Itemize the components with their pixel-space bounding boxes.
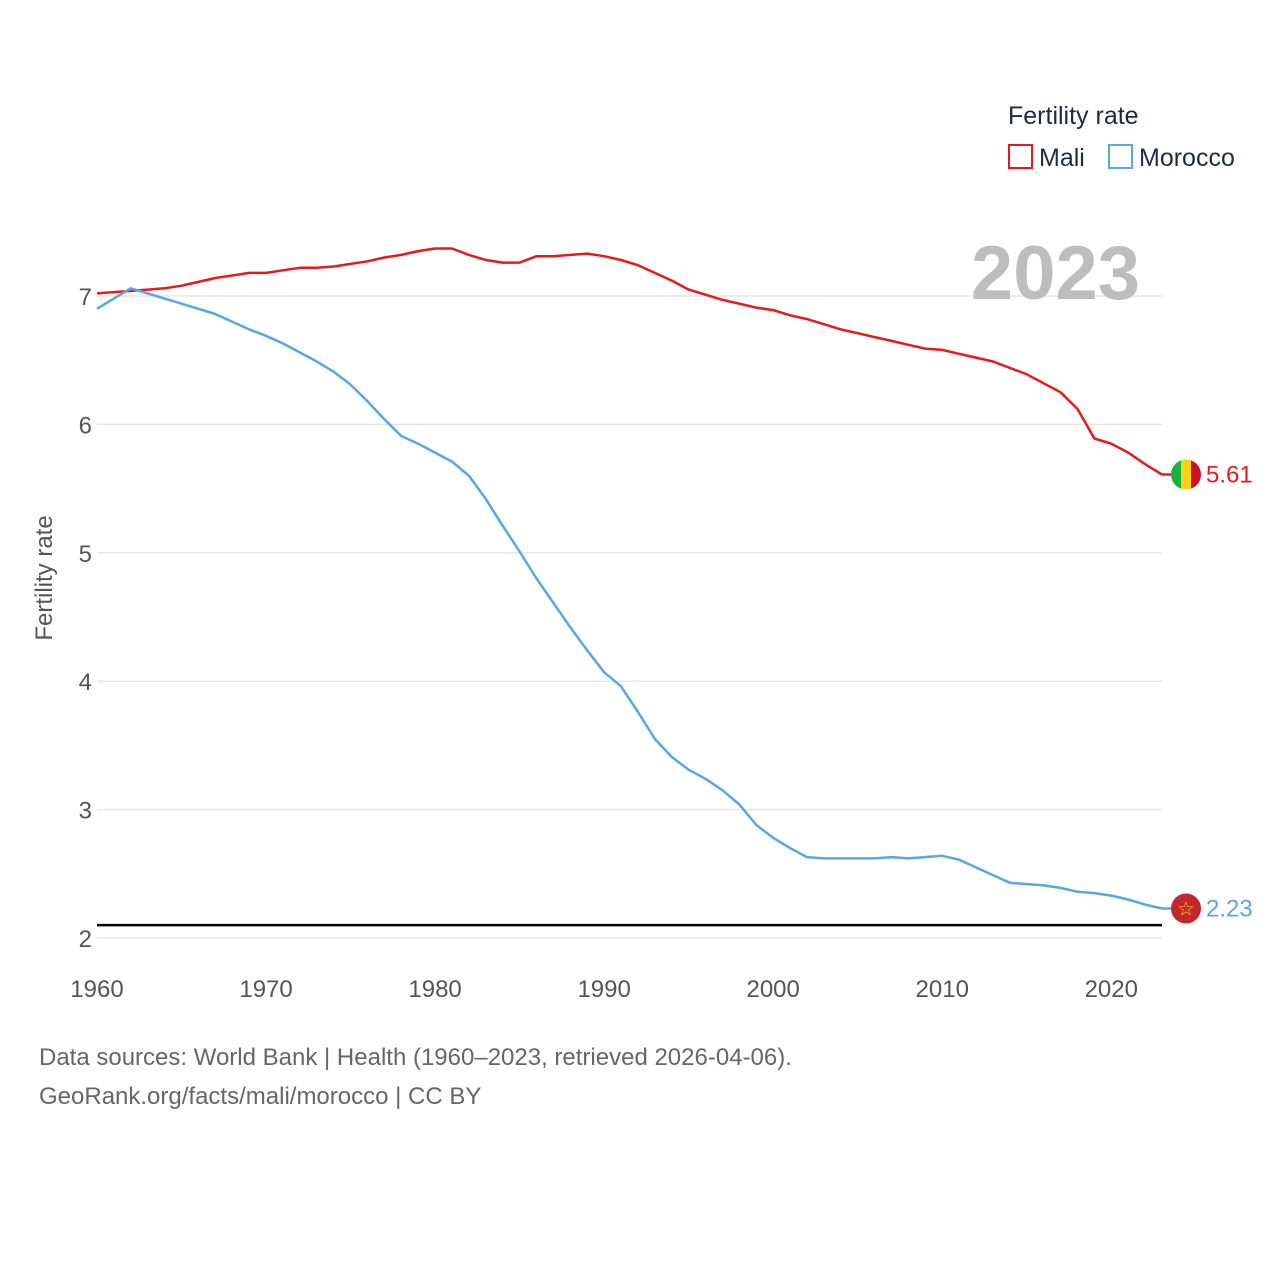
y-axis-label: Fertility rate — [31, 515, 58, 640]
y-tick-6: 6 — [79, 412, 92, 439]
legend-label-morocco: Morocco — [1139, 144, 1235, 172]
x-tick-1980: 1980 — [408, 976, 461, 1003]
end-label-morocco: 2.23 — [1206, 895, 1253, 922]
star-icon: ☆ — [1177, 896, 1195, 920]
year-label: 2023 — [971, 231, 1140, 316]
x-tick-1990: 1990 — [577, 976, 630, 1003]
legend-swatch-mali — [1008, 144, 1033, 169]
x-tick-2000: 2000 — [746, 976, 799, 1003]
y-axis-ticks: 2 3 4 5 6 7 — [79, 284, 92, 953]
legend[interactable]: Fertility rate Mali Morocco — [1008, 102, 1235, 172]
flag-stripe-2 — [1191, 459, 1201, 490]
legend-swatch-morocco — [1108, 144, 1133, 169]
end-label-mali: 5.61 — [1206, 461, 1253, 488]
gridlines — [97, 295, 1162, 939]
legend-item-morocco[interactable]: Morocco — [1108, 144, 1235, 172]
end-markers: 5.61 ☆ 2.23 — [1162, 459, 1253, 924]
x-tick-1960: 1960 — [70, 976, 123, 1003]
y-tick-7: 7 — [79, 284, 92, 311]
flag-marker-mali — [1171, 459, 1201, 490]
x-axis-ticks: 1960 1970 1980 1990 2000 2010 2020 — [70, 976, 1138, 1003]
legend-item-mali[interactable]: Mali — [1008, 144, 1085, 172]
source-note: Data sources: World Bank | Health (1960–… — [39, 1044, 792, 1071]
y-tick-2: 2 — [79, 926, 92, 953]
flag-marker-morocco: ☆ — [1171, 893, 1201, 924]
y-tick-4: 4 — [79, 669, 92, 696]
x-tick-1970: 1970 — [239, 976, 292, 1003]
series-line-mali — [96, 247, 1163, 476]
series-lines — [96, 247, 1163, 910]
y-tick-5: 5 — [79, 541, 92, 568]
flag-stripe-1 — [1181, 459, 1192, 490]
fertility-rate-chart: 2 3 4 5 6 7 1960 1970 1980 1990 2000 2010 2020 Fert… — [31, 102, 1253, 1003]
legend-label-mali: Mali — [1039, 144, 1085, 172]
x-tick-2010: 2010 — [916, 976, 969, 1003]
legend-title: Fertility rate — [1008, 102, 1139, 130]
flag-stripe-0 — [1171, 459, 1182, 490]
source-url[interactable]: GeoRank.org/facts/mali/morocco | CC BY — [39, 1083, 482, 1110]
series-line-morocco — [96, 287, 1163, 910]
flag-field — [1171, 893, 1201, 924]
y-tick-3: 3 — [79, 798, 92, 825]
x-tick-2020: 2020 — [1085, 976, 1138, 1003]
